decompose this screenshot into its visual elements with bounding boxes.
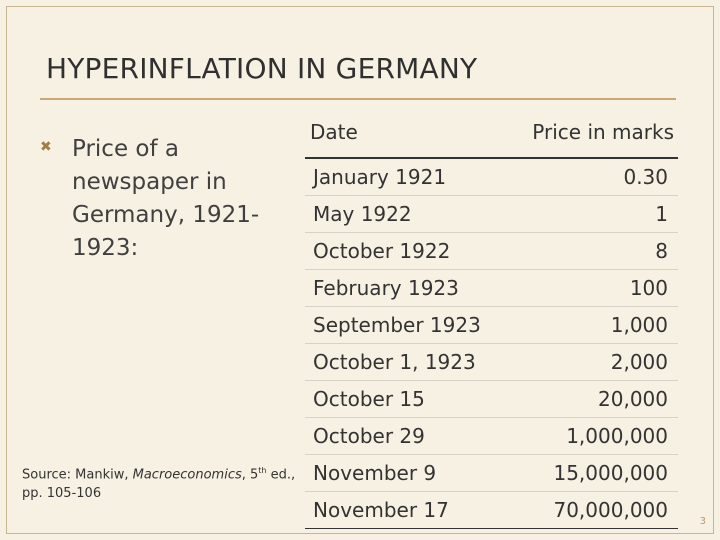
x-mark-icon: ✖ [40,139,52,155]
date-cell: October 1922 [313,239,451,263]
column-header-date: Date [310,120,358,144]
date-cell: November 17 [313,498,449,522]
title-underline [40,98,676,100]
source-edition-sup: th [258,466,267,475]
date-cell: September 1923 [313,313,481,337]
price-table: January 1921 0.30 May 1922 1 October 1922 8 Fe… [305,157,678,529]
date-cell: November 9 [313,461,437,485]
price-cell: 0.30 [623,165,668,189]
price-cell: 2,000 [610,350,668,374]
table-row: May 1922 1 [305,196,678,233]
slide-frame [6,6,714,534]
date-cell: May 1922 [313,202,412,226]
price-cell: 8 [655,239,668,263]
price-cell: 20,000 [598,387,668,411]
source-pages: ed., pp. 105-106 [22,467,296,502]
price-cell: 1 [655,202,668,226]
table-row: February 1923 100 [305,270,678,307]
date-cell: October 15 [313,387,425,411]
table-row: November 9 15,000,000 [305,455,678,492]
date-cell: January 1921 [313,165,447,189]
table-row: September 1923 1,000 [305,307,678,344]
table-row: January 1921 0.30 [305,159,678,196]
source-citation: Source: Mankiw, Macroeconomics, 5th ed.,… [22,461,307,503]
slide-title: HYPERINFLATION IN GERMANY [46,52,478,85]
source-prefix: Source: Mankiw, [22,467,133,483]
source-edition: , 5 [241,467,259,483]
table-row: October 1, 1923 2,000 [305,344,678,381]
table-row: October 29 1,000,000 [305,418,678,455]
price-cell: 70,000,000 [553,498,668,522]
price-cell: 1,000,000 [566,424,668,448]
slide-number: 3 [699,516,706,527]
bullet-text: Price of a newspaper in Germany, 1921-19… [72,136,260,261]
table-row: October 1922 8 [305,233,678,270]
price-cell: 1,000 [610,313,668,337]
table-row: November 17 70,000,000 [305,492,678,529]
date-cell: October 29 [313,424,425,448]
column-header-price: Price in marks [532,120,674,144]
source-book-title: Macroeconomics [132,467,242,483]
price-cell: 100 [629,276,668,300]
date-cell: October 1, 1923 [313,350,476,374]
date-cell: February 1923 [313,276,459,300]
price-cell: 15,000,000 [553,461,668,485]
table-row: October 15 20,000 [305,381,678,418]
